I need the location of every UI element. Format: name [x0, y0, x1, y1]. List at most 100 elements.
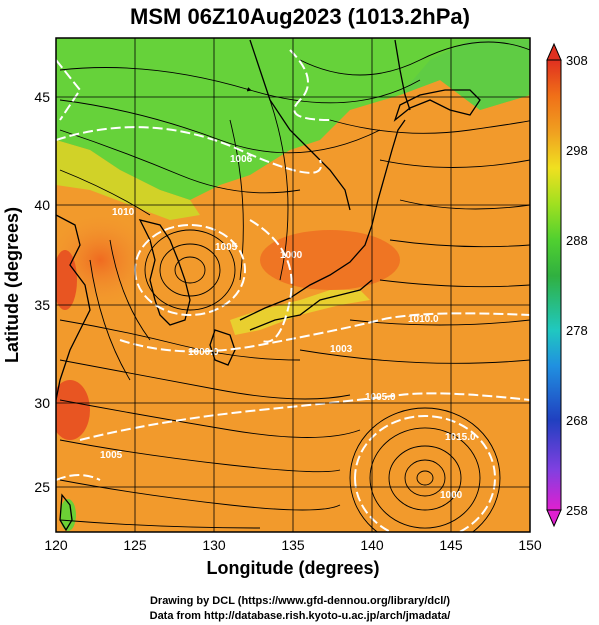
colorbar-top-arrow: [546, 42, 562, 61]
isobar-label: 1005: [215, 242, 238, 253]
plot-area: 1006 1005 1000 1000.0 1003 1010.0 1005.0…: [56, 38, 530, 532]
streamline: [89, 259, 131, 381]
streamline: [59, 67, 421, 104]
streamline: [59, 479, 341, 511]
streamline: [399, 199, 530, 210]
isobar: [134, 224, 247, 316]
x-tick-label: 150: [518, 537, 542, 553]
colorbar-bottom-arrow: [546, 509, 562, 528]
cool-spot-south: [60, 499, 76, 531]
swirl-ring: [144, 229, 236, 311]
warm-area-korea: [56, 215, 150, 305]
isobar-label: 1003: [330, 344, 353, 355]
streamline: [379, 279, 530, 288]
y-axis-label: Latitude (degrees): [2, 207, 22, 363]
plot-frame: [55, 37, 531, 533]
coast-korea: [138, 219, 191, 326]
coast-japan-south: [249, 279, 373, 331]
y-tick-label: 25: [34, 479, 50, 495]
isobars: [56, 49, 530, 532]
credit-line-drawing: Drawing by DCL (https://www.gfd-dennou.o…: [150, 595, 450, 607]
credit-line-data: Data from http://database.rish.kyoto-u.a…: [150, 610, 451, 622]
isobar: [56, 126, 322, 174]
northeast-green-band: [400, 40, 530, 110]
streamline: [329, 119, 530, 134]
coast-taiwan: [59, 493, 73, 532]
map-title: MSM 06Z10Aug2023 (1013.2hPa): [130, 4, 470, 29]
isobar-label: 1006: [230, 154, 253, 165]
coast-japan-honshu: [239, 119, 406, 321]
streamline: [299, 41, 530, 76]
x-tick-label: 125: [123, 537, 147, 553]
gridlines: [56, 38, 530, 532]
isobar: [56, 474, 101, 481]
x-axis: 120 125 130 135 140 145 150 Longitude (d…: [44, 537, 542, 578]
low-pressure-swirl: [144, 229, 236, 311]
isobar-label: 1000: [280, 250, 303, 261]
swirl-ring: [349, 407, 501, 532]
x-tick-label: 145: [439, 537, 463, 553]
colorbar-tick-label: 288: [566, 233, 588, 248]
coast-kyushu: [209, 329, 236, 366]
coast-china: [56, 214, 91, 401]
y-tick-label: 45: [34, 89, 50, 105]
colorbar-gradient: [546, 59, 562, 511]
streamline: [59, 129, 301, 194]
streamline: [59, 359, 351, 400]
swirl-ring: [174, 256, 206, 284]
isobar-label: 1005: [100, 450, 123, 461]
credits: Drawing by DCL (https://www.gfd-dennou.o…: [150, 595, 451, 622]
swirl-ring: [369, 427, 481, 529]
isobar: [119, 312, 530, 353]
isobar: [56, 59, 82, 121]
coast-russia: [249, 39, 351, 211]
y-axis: 45 40 35 30 25 Latitude (degrees): [2, 89, 50, 495]
coast-sakhalin: [394, 39, 411, 111]
y-tick-label: 40: [34, 197, 50, 213]
coastlines: [56, 39, 481, 532]
streamline: [59, 169, 151, 216]
isobar: [289, 49, 331, 121]
swirl-ring: [404, 459, 446, 497]
coast-hokkaido: [393, 89, 481, 122]
swirl-ring: [416, 470, 434, 486]
x-axis-label: Longitude (degrees): [206, 558, 379, 578]
warm-area-southwest: [56, 380, 90, 440]
colorbar-tick-label: 268: [566, 413, 588, 428]
isobar-label: 1000.0: [188, 347, 219, 358]
colorbar-ticks: 308 298 288 278 268 258: [566, 53, 588, 518]
isobar: [354, 415, 497, 532]
streamline: [59, 439, 341, 473]
streamline: [109, 239, 151, 341]
isobar-label: 1005.0: [365, 392, 396, 403]
yellow-transition: [56, 140, 200, 220]
x-tick-label: 120: [44, 537, 68, 553]
streamline: [59, 319, 301, 361]
isobar: [79, 392, 530, 441]
streamline: [299, 349, 530, 364]
y-tick-label: 35: [34, 297, 50, 313]
x-tick-label: 140: [360, 537, 384, 553]
streamline: [59, 99, 381, 154]
swirl-ring: [159, 243, 221, 297]
x-tick-label: 135: [281, 537, 305, 553]
colorbar-tick-label: 278: [566, 323, 588, 338]
y-tick-label: 30: [34, 395, 50, 411]
warm-area-west: [56, 250, 77, 310]
streamline: [59, 519, 261, 529]
swirl-ring: [388, 445, 462, 511]
isobar-label: 1010: [112, 207, 135, 218]
isobar: [249, 219, 293, 343]
colorbar-tick-label: 298: [566, 143, 588, 158]
streamlines: [59, 41, 530, 529]
streamline: [379, 159, 530, 168]
colorbar-tick-label: 258: [566, 503, 588, 518]
isobar-label: 1015.0: [445, 432, 476, 443]
colorbar: 308 298 288 278 268 258: [546, 42, 588, 528]
typhoon-swirl: [349, 407, 501, 532]
streamline: [229, 119, 244, 281]
colorbar-tick-label: 308: [566, 53, 588, 68]
streamline: [59, 399, 361, 438]
isobar-label: 1010.0: [408, 314, 439, 325]
